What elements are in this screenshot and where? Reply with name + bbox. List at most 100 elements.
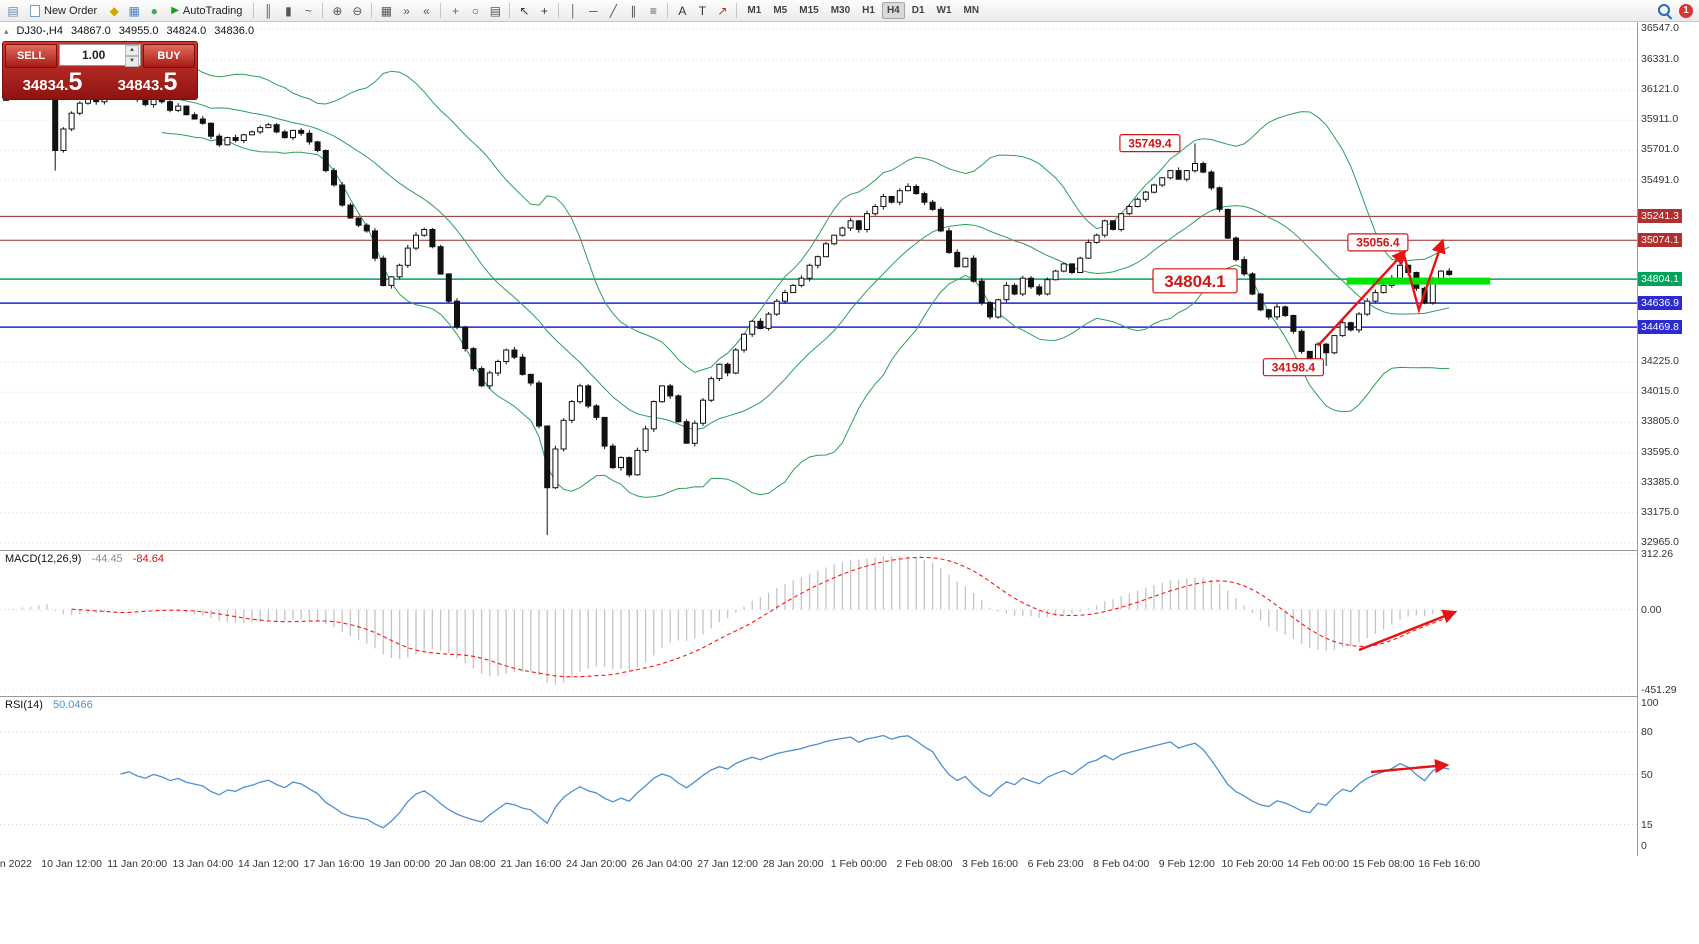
panel-separator[interactable] (0, 696, 1699, 697)
bollinger-bands (161, 62, 1450, 498)
time-axis-label: 17 Jan 16:00 (303, 858, 365, 870)
trend-arrow[interactable] (1358, 609, 1458, 652)
new-order-button[interactable]: New Order (25, 2, 102, 20)
timeframe-m30[interactable]: M30 (830, 5, 851, 16)
price-axis[interactable] (1637, 22, 1699, 875)
price-axis-label: 35074.1 (1638, 233, 1682, 248)
chart-window-icon[interactable]: ▤ (7, 3, 19, 18)
trade-panel-prices-row: 34834. 5 34843. 5 (5, 70, 195, 97)
buy-button[interactable]: BUY (143, 44, 195, 68)
price-annotation-text: 34198.4 (1272, 361, 1316, 375)
sell-price[interactable]: 34834. 5 (5, 70, 100, 97)
time-axis-label: 11 Jan 20:00 (107, 858, 168, 870)
zoom-in-icon[interactable]: ⊕ (332, 3, 343, 18)
timeframe-mn[interactable]: MN (963, 5, 980, 16)
candlestick-series (3, 70, 1453, 536)
price-annotation-box[interactable] (1262, 358, 1325, 377)
line-chart-icon[interactable]: ~ (304, 3, 312, 18)
price-axis-label: 32965.0 (1641, 535, 1679, 548)
low-value: 34824.0 (166, 25, 207, 37)
arrows-icon[interactable]: ↗ (717, 3, 728, 18)
time-axis-label: 1 Feb 00:00 (830, 858, 887, 870)
cursor-icon[interactable]: ↖ (519, 3, 530, 18)
chart-shift-icon[interactable]: « (423, 3, 430, 18)
autotrading-button[interactable]: ▶ AutoTrading (166, 2, 247, 20)
metaeditor-icon[interactable]: ◆ (109, 3, 119, 18)
price-annotation-box[interactable] (1152, 268, 1238, 294)
panel-separator[interactable] (0, 550, 1699, 551)
price-axis-label: 34469.8 (1638, 320, 1682, 335)
toolbar-separator (736, 3, 738, 18)
time-axis-label: 10 Feb 20:00 (1221, 858, 1284, 870)
timeframe-m1[interactable]: M1 (747, 5, 762, 16)
zoom-out-icon[interactable]: ⊖ (352, 3, 363, 18)
timeframe-m5[interactable]: M5 (773, 5, 788, 16)
price-axis-label: 34225.0 (1641, 355, 1679, 368)
horizontal-line-icon[interactable]: ─ (589, 3, 598, 18)
price-axis-label: 36331.0 (1641, 52, 1679, 65)
vertical-line-icon[interactable]: │ (569, 3, 578, 18)
indicators-icon[interactable]: + (451, 3, 459, 18)
rsi-axis-label: 100 (1641, 697, 1659, 709)
toolbar-separator (253, 3, 255, 18)
templates-icon[interactable]: ▤ (489, 3, 502, 18)
timeframe-d1[interactable]: D1 (911, 5, 925, 16)
market-watch-icon[interactable]: ▦ (128, 3, 140, 18)
data-window-icon[interactable]: ● (150, 3, 158, 18)
trend-arrow[interactable] (1317, 249, 1407, 347)
volume-decrease-button[interactable]: ▼ (125, 56, 139, 67)
one-click-collapse-icon[interactable]: ▴ (4, 25, 9, 36)
price-annotation-box[interactable] (1347, 233, 1409, 252)
macd-signal-line (71, 556, 1450, 678)
rsi-axis-label: 50 (1641, 768, 1653, 781)
time-axis-label: 6 Jan 2022 (0, 858, 32, 870)
notification-badge[interactable]: 1 (1679, 3, 1693, 18)
macd-main-value: -44.45 (91, 553, 123, 565)
channel-icon[interactable]: ∥ (630, 3, 637, 18)
price-axis-label: 34015.0 (1641, 385, 1679, 398)
label-icon[interactable]: T (698, 3, 707, 18)
crosshair-icon[interactable]: + (540, 3, 548, 18)
time-axis-label: 2 Feb 08:00 (896, 858, 953, 870)
price-axis-label: 35241.3 (1638, 209, 1682, 224)
search-icon[interactable] (1657, 3, 1673, 20)
time-axis-label: 15 Feb 08:00 (1352, 858, 1415, 870)
auto-scroll-icon[interactable]: » (403, 3, 410, 18)
timeframe-h1[interactable]: H1 (862, 5, 875, 16)
time-axis-label: 20 Jan 08:00 (434, 858, 496, 870)
rsi-axis-label: 0 (1641, 840, 1647, 852)
periods-icon[interactable]: ○ (471, 3, 480, 18)
volume-control[interactable]: 1.00 ▲ ▼ (59, 44, 141, 67)
fibonacci-icon[interactable]: ≡ (649, 3, 657, 18)
macd-signal-value: -84.64 (132, 553, 164, 565)
one-click-trading-panel: SELL 1.00 ▲ ▼ BUY 34834. 5 34843. 5 (2, 41, 198, 100)
tile-windows-icon[interactable]: ▦ (380, 3, 393, 18)
trend-arrow[interactable] (1402, 238, 1446, 314)
trendline-icon[interactable]: ╱ (609, 3, 618, 18)
price-annotations: 35749.4 35056.4 34804.1 34198.4 (1119, 134, 1409, 377)
volume-value[interactable]: 1.00 (82, 48, 106, 62)
toolbar-separator (371, 3, 373, 18)
candlestick-chart-icon[interactable]: ▮ (285, 3, 292, 18)
timeframe-w1[interactable]: W1 (936, 5, 952, 16)
time-axis-label: 10 Jan 12:00 (41, 858, 102, 870)
price-annotation-text: 35749.4 (1128, 136, 1172, 150)
symbol-period-label: DJ30-,H4 (16, 25, 63, 37)
volume-increase-button[interactable]: ▲ (125, 45, 139, 56)
chart-ohlc-info: ▴ DJ30-,H4 34867.0 34955.0 34824.0 34836… (4, 25, 254, 37)
time-axis-label: 3 Feb 16:00 (961, 858, 1019, 870)
price-annotation-text: 35056.4 (1356, 236, 1400, 250)
price-annotation-box[interactable] (1119, 134, 1181, 153)
trend-arrow[interactable] (1370, 758, 1450, 774)
timeframe-h4[interactable]: H4 (881, 2, 905, 19)
toolbar-separator (440, 3, 442, 18)
buy-price[interactable]: 34843. 5 (100, 70, 195, 97)
bar-chart-icon[interactable]: ║ (264, 3, 273, 18)
sell-button[interactable]: SELL (5, 44, 57, 68)
time-axis-label: 27 Jan 12:00 (697, 858, 758, 870)
text-icon[interactable]: A (678, 3, 687, 18)
support-highlight-line[interactable] (1346, 277, 1491, 285)
timeframe-m15[interactable]: M15 (799, 5, 819, 16)
time-axis[interactable] (0, 856, 1699, 876)
